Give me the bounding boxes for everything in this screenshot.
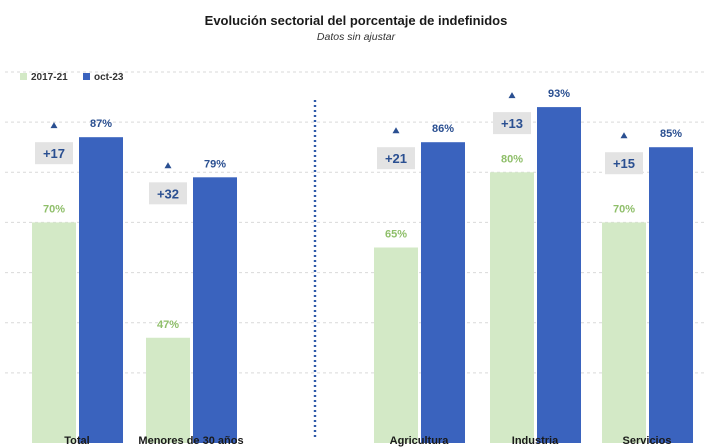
value-label-2017-21: 47%	[157, 319, 179, 331]
category-label: Industria	[512, 435, 559, 447]
bar-oct-23	[537, 107, 581, 443]
increase-triangle-icon	[50, 122, 58, 129]
delta-box	[35, 142, 73, 165]
chart-subtitle: Datos sin ajustar	[317, 31, 396, 43]
value-label-oct-23: 85%	[660, 128, 682, 140]
chart-title: Evolución sectorial del porcentaje de in…	[205, 13, 508, 28]
delta-box	[149, 182, 187, 205]
delta-box	[493, 112, 531, 135]
value-label-2017-21: 80%	[501, 153, 523, 165]
legend-label-oct-23: oct-23	[94, 72, 124, 83]
category-label: Servicios	[623, 435, 672, 447]
value-label-2017-21: 70%	[613, 203, 635, 215]
delta-label: +15	[613, 156, 635, 171]
bar-oct-23	[79, 137, 123, 443]
delta-box	[377, 147, 415, 170]
value-label-oct-23: 93%	[548, 88, 570, 100]
delta-label: +21	[385, 151, 407, 166]
bar-2017-21	[490, 172, 534, 444]
delta-label: +32	[157, 186, 179, 201]
bar-oct-23	[649, 147, 693, 443]
bar-oct-23	[193, 177, 237, 444]
delta-box	[605, 152, 643, 175]
value-label-oct-23: 79%	[204, 158, 226, 170]
legend-swatch-2017-21	[20, 73, 27, 80]
increase-triangle-icon	[392, 127, 400, 134]
bars: 70% 87% +17 Total 47% 79% +32 Menores de 30 año…	[32, 88, 693, 447]
value-label-oct-23: 87%	[90, 118, 112, 130]
increase-triangle-icon	[620, 132, 628, 139]
value-label-oct-23: 86%	[432, 123, 454, 135]
value-label-2017-21: 70%	[43, 203, 65, 215]
increase-triangle-icon	[164, 162, 172, 169]
legend-label-2017-21: 2017-21	[31, 72, 68, 83]
legend-swatch-oct-23	[83, 73, 90, 80]
legend: 2017-21 oct-23	[20, 72, 124, 83]
delta-label: +17	[43, 146, 65, 161]
bar-2017-21	[146, 337, 190, 443]
value-label-2017-21: 65%	[385, 229, 407, 241]
category-label: Menores de 30 años	[138, 435, 243, 447]
delta-label: +13	[501, 116, 523, 131]
bar-oct-23	[421, 142, 465, 443]
increase-triangle-icon	[508, 92, 516, 99]
category-label: Total	[64, 435, 89, 447]
bar-2017-21	[374, 247, 418, 443]
category-label: Agricultura	[390, 435, 450, 447]
bar-2017-21	[602, 222, 646, 443]
bar-2017-21	[32, 222, 76, 443]
